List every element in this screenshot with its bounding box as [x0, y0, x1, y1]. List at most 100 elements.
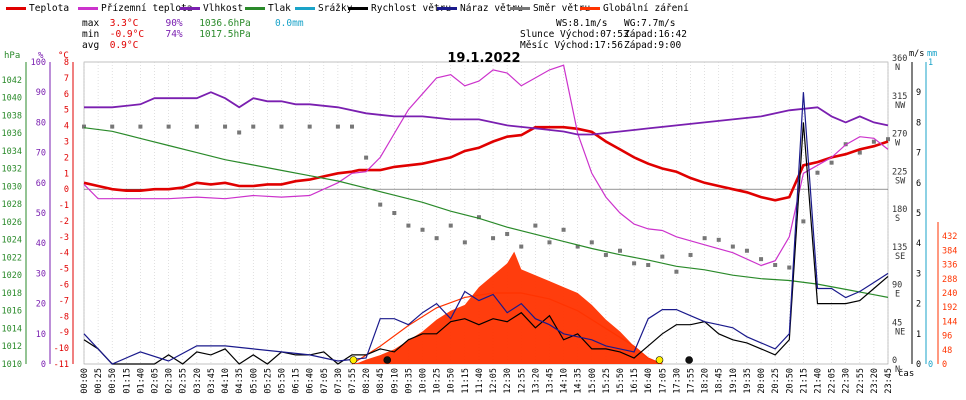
hpa-tick-15: 1040 — [2, 94, 22, 104]
degc-tick-19: 8 — [64, 58, 69, 68]
pct-tick-1: 10 — [36, 330, 46, 340]
x-tick-label-4: 01:40 — [136, 368, 146, 394]
wm2-tick-8: 384 — [942, 246, 957, 256]
hpa-tick-4: 1018 — [2, 289, 22, 299]
legend-item-3: Tlak — [245, 3, 291, 14]
x-tick-label-1: 00:25 — [94, 368, 104, 394]
hpa-tick-13: 1036 — [2, 129, 22, 139]
degc-tick-2: -9 — [59, 328, 69, 338]
x-tick-label-21: 08:45 — [376, 368, 386, 394]
wm2-tick-7: 336 — [942, 261, 957, 271]
hpa-tick-16: 1042 — [2, 76, 22, 86]
x-tick-label-9: 03:45 — [207, 368, 217, 394]
x-tick-label-31: 12:55 — [517, 368, 527, 394]
wind-direction-point-2 — [138, 124, 143, 129]
x-tick-label-23: 09:35 — [404, 368, 414, 394]
x-tick-label-52: 21:40 — [813, 368, 823, 394]
degc-tick-8: -3 — [59, 233, 69, 243]
degc-tick-1: -10 — [54, 344, 69, 354]
x-tick-label-53: 22:05 — [828, 368, 838, 394]
dir-tick-deg-7: 315 — [892, 92, 907, 102]
x-tick-label-22: 09:10 — [390, 368, 400, 394]
x-tick-label-40: 16:40 — [644, 368, 654, 394]
x-tick-label-49: 20:25 — [771, 368, 781, 394]
dir-tick-name-6: W — [895, 139, 901, 149]
stats-min-label: min — [82, 29, 100, 40]
wind-direction-point-14 — [392, 211, 397, 215]
legend-label-0: Teplota — [29, 3, 70, 14]
dir-tick-name-5: SW — [895, 176, 906, 186]
clear-sky-radiation-curve — [351, 292, 663, 365]
mm-axis-label: mm — [927, 49, 937, 59]
legend-label-4: Srážky — [318, 3, 353, 14]
degc-tick-0: -11 — [54, 360, 69, 370]
legend-item-0: Teplota — [6, 3, 69, 14]
series-line-3 — [83, 127, 889, 298]
hpa-tick-5: 1020 — [2, 271, 22, 281]
x-tick-label-8: 03:20 — [193, 368, 203, 394]
x-tick-label-26: 10:50 — [447, 368, 457, 394]
hpa-tick-1: 1012 — [2, 342, 22, 352]
legend-label-8: Globální záření — [603, 3, 689, 14]
x-tick-label-36: 15:00 — [588, 368, 598, 394]
wm2-tick-2: 96 — [942, 332, 952, 342]
x-tick-label-16: 06:40 — [306, 368, 316, 394]
hpa-tick-7: 1024 — [2, 236, 22, 246]
chart-title: 19.1.2022 — [447, 51, 520, 66]
x-tick-label-32: 13:20 — [531, 368, 541, 394]
pct-tick-6: 60 — [36, 179, 46, 189]
degc-tick-18: 7 — [64, 74, 69, 84]
x-tick-label-44: 18:20 — [701, 368, 711, 394]
degc-tick-10: -1 — [59, 201, 69, 211]
legend-swatch-6 — [437, 7, 457, 10]
info-moon-set: Západ:9:00 — [624, 40, 682, 51]
legend-item-7: Směr větru — [510, 3, 590, 14]
degc-tick-11: 0 — [64, 185, 69, 195]
wind-direction-point-5 — [223, 124, 228, 129]
wind-direction-point-10 — [335, 124, 340, 129]
hpa-tick-12: 1034 — [2, 147, 22, 157]
x-tick-label-46: 19:10 — [729, 368, 739, 394]
wind-direction-point-47 — [857, 150, 862, 155]
wind-direction-point-0 — [82, 124, 86, 129]
dir-tick-deg-2: 90 — [892, 281, 902, 291]
wm2-tick-1: 48 — [942, 346, 952, 356]
stats-avg-label: avg — [82, 40, 100, 51]
ms-tick-7: 7 — [916, 149, 921, 159]
wind-direction-point-11 — [350, 124, 354, 129]
legend: Teplota Přízemní teplota Vlhkost Tlak Srážky… — [0, 0, 966, 50]
wind-direction-point-17 — [434, 236, 439, 241]
wind-direction-point-9 — [307, 124, 312, 129]
ms-tick-8: 8 — [916, 118, 921, 128]
dir-tick-deg-3: 135 — [892, 243, 907, 253]
pct-tick-4: 40 — [36, 239, 46, 249]
x-tick-label-0: 00:00 — [80, 368, 90, 394]
dir-tick-deg-1: 45 — [892, 318, 902, 328]
ms-tick-1: 1 — [916, 330, 921, 340]
ms-axis-label: m/s — [909, 49, 924, 59]
pct-tick-7: 70 — [36, 149, 46, 159]
wind-direction-point-3 — [166, 124, 171, 129]
legend-label-6: Náraz větru — [460, 3, 523, 14]
legend-item-2: Vlhkost — [180, 3, 243, 14]
x-tick-label-3: 01:15 — [122, 368, 132, 394]
pct-tick-9: 90 — [36, 88, 46, 98]
wind-direction-point-1 — [110, 124, 115, 129]
wm2-tick-5: 240 — [942, 289, 957, 299]
wind-direction-point-28 — [589, 240, 594, 245]
hpa-tick-2: 1014 — [2, 324, 22, 334]
mm-tick-1: 1 — [928, 58, 933, 68]
ms-tick-9: 9 — [916, 88, 921, 98]
x-tick-label-30: 12:30 — [503, 368, 513, 394]
hpa-tick-9: 1028 — [2, 200, 22, 210]
wind-direction-point-16 — [420, 227, 425, 232]
hpa-tick-6: 1022 — [2, 253, 22, 263]
hpa-tick-10: 1030 — [2, 182, 22, 192]
x-tick-label-41: 17:05 — [658, 368, 668, 394]
x-tick-label-17: 07:05 — [320, 368, 330, 394]
wm2-tick-6: 288 — [942, 275, 957, 285]
x-tick-label-13: 05:25 — [263, 368, 273, 394]
ms-tick-6: 6 — [916, 179, 921, 189]
legend-swatch-1 — [78, 7, 98, 10]
degc-axis-label: °C — [58, 51, 69, 61]
